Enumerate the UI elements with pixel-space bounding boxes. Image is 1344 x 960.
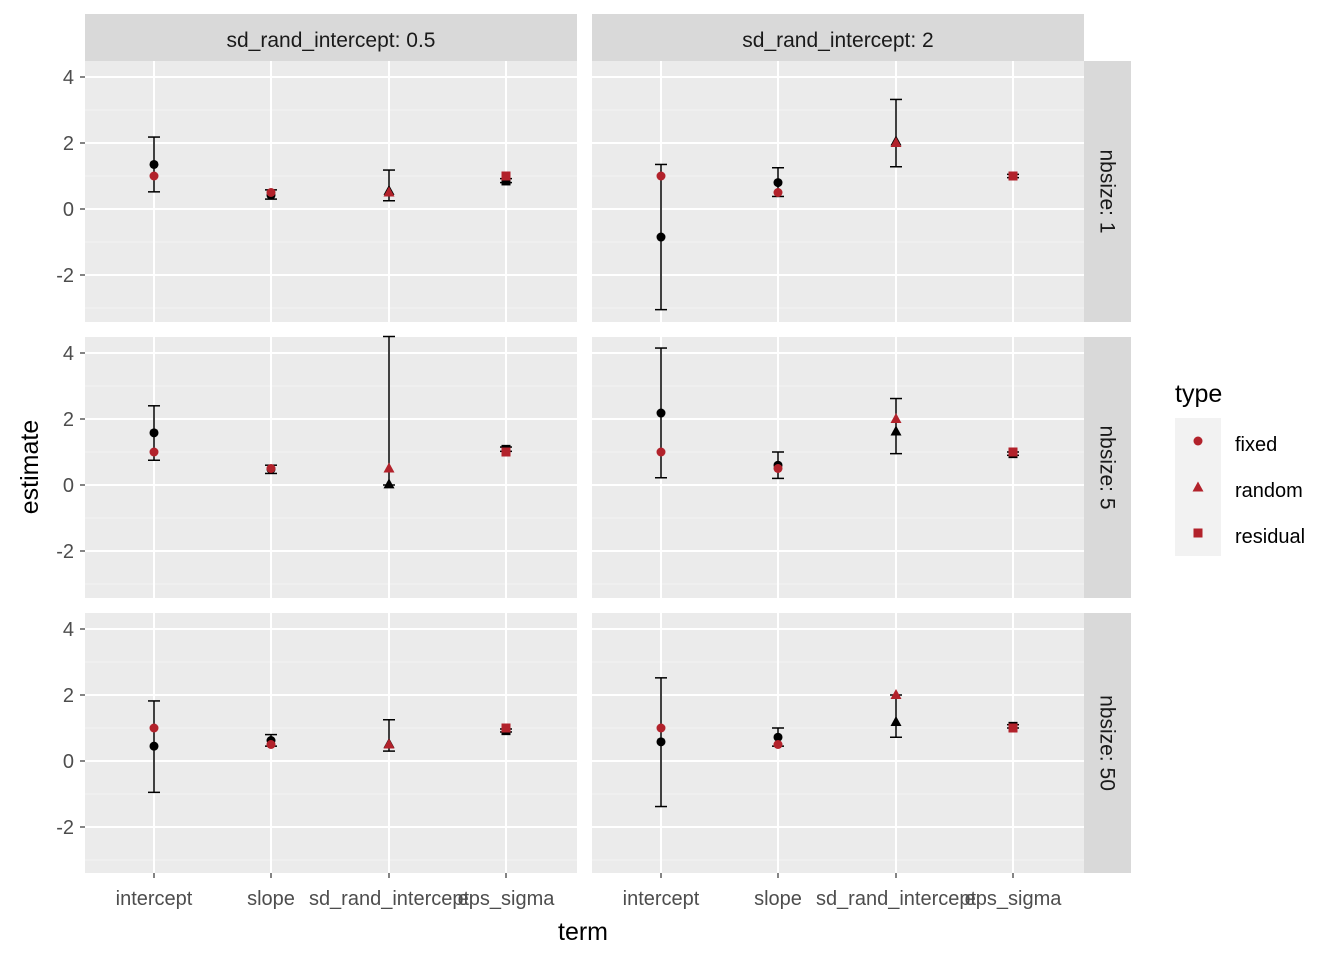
panels-layer — [85, 61, 1084, 873]
true-value-point — [890, 689, 902, 699]
x-tick-label: sd_rand_intercept — [816, 888, 977, 910]
y-tick-label: 4 — [63, 343, 74, 365]
strips-layer: sd_rand_intercept: 0.5 sd_rand_intercept:… — [85, 14, 1131, 873]
true-value-point — [149, 447, 159, 457]
y-tick-label: 4 — [63, 67, 74, 89]
legend-title: type — [1175, 380, 1222, 408]
true-value-point — [890, 137, 902, 147]
legend-residual-square-icon — [1193, 528, 1203, 538]
estimate-point — [149, 159, 159, 169]
facet-strip-right — [1084, 613, 1131, 873]
legend: type fixed random residual — [1175, 380, 1305, 556]
true-value-point — [890, 413, 902, 423]
true-value-point — [1008, 723, 1018, 733]
y-tick-label: 2 — [63, 409, 74, 431]
facet-strip-right — [1084, 337, 1131, 598]
facet-strip-label: nbsize: 1 — [1096, 149, 1119, 233]
y-tick-label: -2 — [56, 541, 74, 563]
y-tick-label: 0 — [63, 475, 74, 497]
true-value-point — [656, 171, 666, 181]
panel-background — [85, 613, 577, 873]
estimate-point — [149, 428, 159, 438]
facet-strip-label: nbsize: 50 — [1096, 695, 1119, 791]
estimate-point — [890, 716, 902, 727]
true-value-point — [773, 464, 783, 473]
estimate-point — [149, 741, 159, 751]
x-tick-label: eps_sigma — [458, 888, 556, 910]
y-tick-label: -2 — [56, 265, 74, 287]
facet-strip-label: sd_rand_intercept: 2 — [742, 29, 933, 52]
x-tick-label: sd_rand_intercept — [309, 888, 470, 910]
facet-strip-top — [592, 14, 1084, 61]
legend-random-triangle-icon — [1192, 481, 1204, 492]
true-value-point — [656, 723, 666, 733]
true-value-point — [501, 723, 511, 733]
true-value-point — [149, 171, 159, 181]
marks-layer — [148, 98, 1019, 808]
y-tick-label: 2 — [63, 685, 74, 707]
true-value-point — [266, 740, 276, 749]
x-tick-label: intercept — [116, 888, 193, 910]
facet-strip-label: nbsize: 5 — [1096, 425, 1119, 509]
legend-label-random: random — [1235, 480, 1303, 502]
facet-strip-label: sd_rand_intercept: 0.5 — [227, 29, 436, 52]
facet-strip-right — [1084, 61, 1131, 322]
x-tick-label: slope — [247, 888, 295, 910]
x-tick-label: intercept — [623, 888, 700, 910]
true-value-point — [773, 740, 783, 749]
axes-layer: -2 0 2 4 -2 0 2 4 -2 0 2 4 intercept slope sd_rand_int… — [56, 67, 1062, 910]
estimate-point — [773, 732, 783, 742]
x-axis-title: term — [558, 918, 608, 946]
estimate-point — [501, 176, 511, 186]
true-value-point — [149, 723, 159, 733]
legend-fixed-circle-icon — [1193, 436, 1203, 446]
y-tick-label: 0 — [63, 751, 74, 773]
true-value-point — [266, 188, 276, 197]
estimate-point — [656, 232, 666, 242]
panel-background — [85, 337, 577, 598]
y-tick-label: 4 — [63, 619, 74, 641]
estimate-point — [890, 425, 902, 436]
true-value-point — [383, 186, 395, 197]
true-value-point — [383, 738, 395, 749]
y-axis-title: estimate — [16, 420, 44, 514]
true-value-point — [501, 171, 511, 181]
true-value-point — [266, 464, 276, 473]
estimate-point — [383, 478, 395, 489]
x-tick-label: slope — [754, 888, 802, 910]
legend-label-residual: residual — [1235, 526, 1305, 548]
y-tick-label: 0 — [63, 199, 74, 221]
panel-background — [85, 61, 577, 322]
true-value-point — [1008, 447, 1018, 457]
panel-background — [592, 613, 1084, 873]
true-value-point — [656, 447, 666, 457]
true-value-point — [1008, 171, 1018, 181]
facet-strip-top — [85, 14, 577, 61]
panel-background — [592, 337, 1084, 598]
estimate-point — [656, 408, 666, 418]
y-tick-label: -2 — [56, 817, 74, 839]
true-value-point — [501, 447, 511, 457]
legend-label-fixed: fixed — [1235, 434, 1277, 456]
true-value-point — [773, 188, 783, 197]
x-tick-label: eps_sigma — [965, 888, 1063, 910]
true-value-point — [383, 462, 395, 473]
y-tick-label: 2 — [63, 133, 74, 155]
panel-background — [592, 61, 1084, 322]
estimate-point — [656, 737, 666, 747]
estimate-point — [773, 178, 783, 188]
